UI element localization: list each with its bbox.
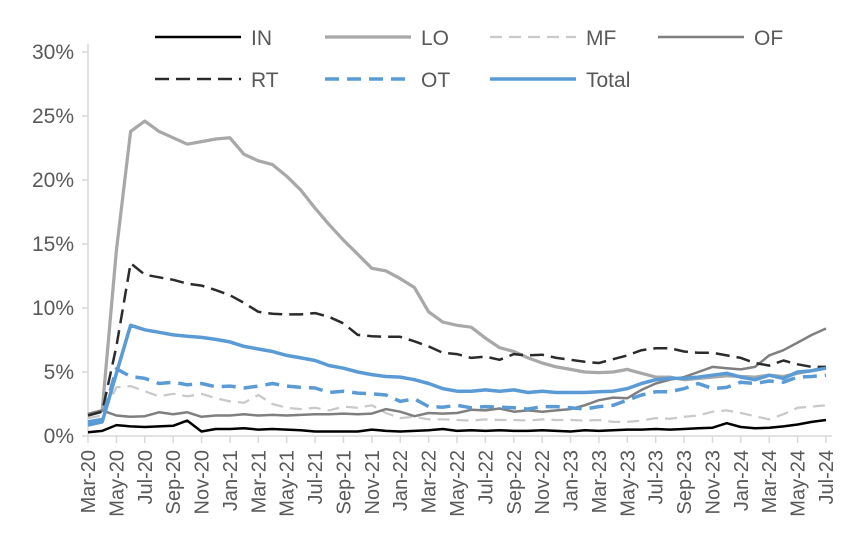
x-tick-label: Mar-21 (248, 450, 270, 513)
y-tick-label: 5% (44, 361, 74, 384)
x-tick-label: Mar-24 (759, 450, 781, 513)
series-line-lo (87, 119, 827, 416)
legend-item-lo: LO (325, 27, 449, 50)
x-tick-label: May-24 (788, 450, 810, 517)
x-tick-label: Nov-20 (192, 450, 214, 514)
y-tick-label: 20% (32, 169, 74, 192)
x-tick-label: Mar-22 (419, 450, 441, 513)
legend-item-total: Total (490, 69, 630, 92)
series-line-of (87, 327, 827, 419)
x-tick-label: Sep-20 (163, 450, 185, 515)
legend-label-of: OF (754, 27, 783, 50)
series-line-mf (87, 384, 827, 424)
legend-label-in: IN (251, 27, 272, 50)
x-tick-label: Jan-24 (731, 450, 753, 511)
legend-label-mf: MF (586, 27, 616, 50)
x-tick-label: Jul-23 (646, 450, 668, 504)
series-line-in (87, 418, 827, 434)
x-tick-label: Jul-24 (816, 450, 838, 504)
x-tick-label: Sep-22 (504, 450, 526, 515)
legend-label-rt: RT (251, 69, 279, 92)
legend-label-lo: LO (421, 27, 449, 50)
legend-label-ot: OT (421, 69, 450, 92)
legend-item-mf: MF (490, 27, 616, 50)
x-tick-label: May-20 (106, 450, 128, 517)
axes (82, 44, 832, 443)
x-tick-label: May-23 (617, 450, 639, 517)
x-tick-label: Jan-21 (220, 450, 242, 511)
y-tick-label: 0% (44, 425, 74, 448)
legend-item-rt: RT (155, 69, 279, 92)
series-line-ot (87, 367, 827, 424)
legend-label-total: Total (586, 69, 630, 92)
x-tick-label: Sep-23 (674, 450, 696, 515)
x-tick-label: Jul-20 (135, 450, 157, 504)
x-tick-label: May-21 (277, 450, 299, 517)
y-tick-label: 10% (32, 297, 74, 320)
y-tick-label: 15% (32, 233, 74, 256)
legend: IN LO MF OF RT OT Total (155, 27, 783, 92)
x-tick-label: Sep-21 (333, 450, 355, 515)
x-axis-labels: Mar-20 May-20 Jul-20 Sep-20 Nov-20 Jan-21 Mar-… (78, 450, 838, 517)
legend-item-in: IN (155, 27, 272, 50)
series-lines (87, 119, 827, 434)
x-tick-label: Nov-21 (362, 450, 384, 514)
y-tick-label: 25% (32, 105, 74, 128)
y-axis-labels: 0% 5% 10% 15% 20% 25% 30% (32, 41, 74, 448)
y-tick-label: 30% (32, 41, 74, 64)
x-tick-label: Jan-23 (561, 450, 583, 511)
x-tick-label: Jul-22 (475, 450, 497, 504)
series-line-rt (87, 261, 826, 417)
legend-item-of: OF (658, 27, 783, 50)
x-tick-label: Nov-23 (702, 450, 724, 514)
x-tick-label: May-22 (447, 450, 469, 517)
x-tick-label: Jan-22 (390, 450, 412, 511)
x-tick-label: Mar-20 (78, 450, 100, 513)
x-tick-label: Jul-21 (305, 450, 327, 504)
legend-item-ot: OT (325, 69, 450, 92)
x-tick-label: Mar-23 (589, 450, 611, 513)
x-tick-label: Nov-22 (532, 450, 554, 514)
series-line-total (87, 323, 827, 427)
